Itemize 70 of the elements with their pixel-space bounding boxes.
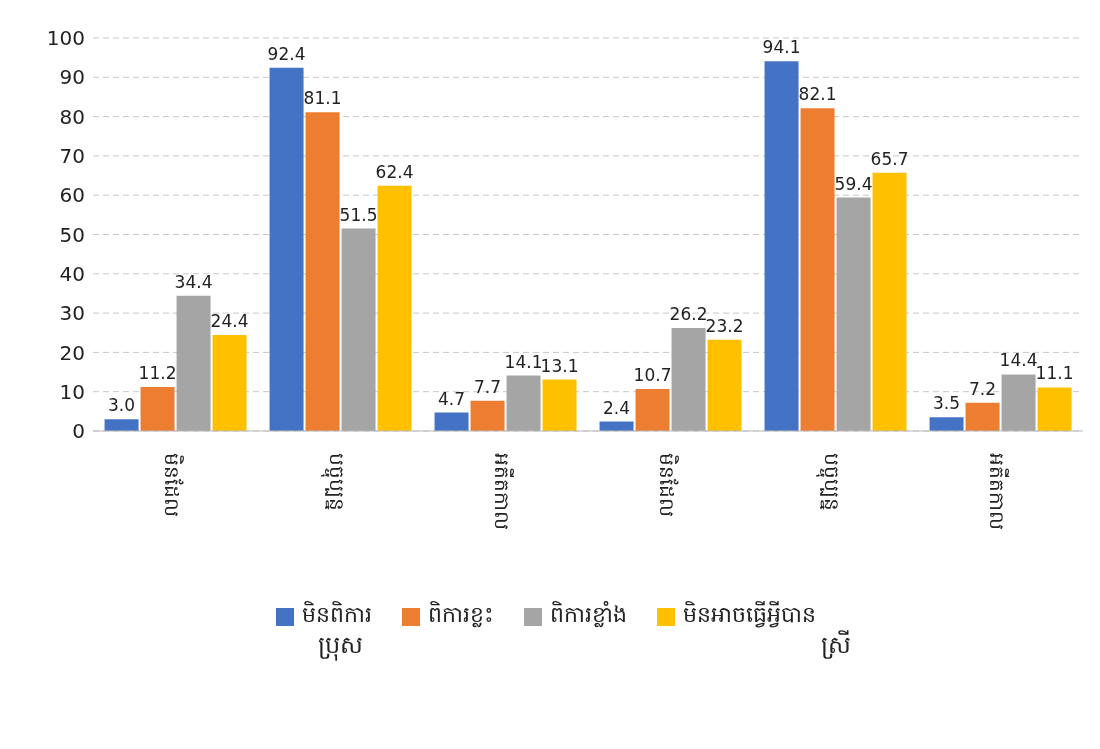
data-label: 14.4 bbox=[999, 350, 1038, 371]
data-label: 51.5 bbox=[339, 204, 378, 225]
data-label: 92.4 bbox=[267, 43, 306, 64]
bar bbox=[104, 419, 139, 431]
legend-label: ពិការខ្លាំង bbox=[549, 601, 627, 630]
bar bbox=[872, 172, 907, 431]
bar bbox=[1001, 374, 1036, 431]
bar bbox=[470, 400, 505, 431]
data-label: 81.1 bbox=[303, 88, 342, 109]
data-label: 82.1 bbox=[798, 84, 837, 105]
y-tick-label: 10 bbox=[59, 379, 85, 404]
bar bbox=[140, 386, 175, 431]
data-label: 24.4 bbox=[210, 311, 249, 332]
bar bbox=[800, 108, 835, 431]
y-tick-label: 100 bbox=[46, 26, 85, 51]
y-tick-label: 80 bbox=[59, 104, 85, 129]
y-tick-label: 50 bbox=[59, 222, 85, 247]
bar bbox=[212, 335, 247, 431]
data-label: 13.1 bbox=[540, 355, 579, 376]
data-label: 7.7 bbox=[474, 376, 502, 397]
bar bbox=[836, 197, 871, 431]
data-label: 2.4 bbox=[603, 397, 631, 418]
y-tick-label: 40 bbox=[59, 261, 85, 286]
bar bbox=[176, 295, 211, 431]
y-tick-label: 30 bbox=[59, 301, 85, 326]
data-label: 3.0 bbox=[108, 395, 136, 416]
bar bbox=[671, 328, 706, 431]
bar bbox=[269, 67, 304, 431]
bar bbox=[377, 185, 412, 431]
data-label: 23.2 bbox=[705, 315, 744, 336]
bar bbox=[707, 339, 742, 431]
data-label: 65.7 bbox=[870, 148, 909, 169]
x-tick-label: មិនដែល bbox=[159, 453, 185, 517]
data-label: 59.4 bbox=[834, 173, 873, 194]
bar bbox=[764, 61, 799, 431]
legend-label: មិនពិការ bbox=[301, 602, 372, 627]
bar bbox=[1037, 387, 1072, 431]
x-tick-label: បច្ចុប្បន្ន bbox=[815, 453, 844, 511]
x-tick-label: អតីតកាល bbox=[489, 453, 515, 530]
bar bbox=[341, 228, 376, 431]
data-label: 11.1 bbox=[1035, 363, 1074, 384]
data-label: 3.5 bbox=[933, 393, 961, 414]
data-label: 62.4 bbox=[375, 161, 414, 182]
bar bbox=[305, 112, 340, 431]
text: ស្រី bbox=[819, 630, 852, 661]
y-tick-label: 0 bbox=[72, 419, 85, 444]
text: ប្រុស bbox=[317, 630, 364, 663]
data-label: 26.2 bbox=[669, 304, 708, 325]
data-label: 7.2 bbox=[969, 378, 997, 399]
x-tick-label: អតីតកាល bbox=[984, 453, 1010, 530]
bar bbox=[635, 388, 670, 431]
bar bbox=[929, 417, 964, 431]
data-label: 34.4 bbox=[174, 271, 213, 292]
y-tick-label: 60 bbox=[59, 183, 85, 208]
y-tick-label: 20 bbox=[59, 340, 85, 365]
data-label: 10.7 bbox=[633, 364, 672, 385]
data-label: 94.1 bbox=[762, 37, 801, 58]
data-label: 4.7 bbox=[438, 388, 466, 409]
x-tick-label: មិនដែល bbox=[654, 453, 680, 517]
legend-label: ពិការខ្លះ bbox=[427, 601, 494, 630]
y-tick-label: 90 bbox=[59, 65, 85, 90]
bar bbox=[965, 402, 1000, 431]
bar bbox=[434, 412, 469, 431]
bar bbox=[506, 375, 541, 431]
x-tick-label: បច្ចុប្បន្ន bbox=[320, 453, 349, 511]
legend-label: មិនអាចធ្វើអ្វីបាន bbox=[682, 601, 816, 630]
data-label: 14.1 bbox=[504, 351, 543, 372]
data-label: 11.2 bbox=[138, 362, 177, 383]
y-tick-label: 70 bbox=[59, 144, 85, 168]
bar bbox=[542, 379, 577, 431]
